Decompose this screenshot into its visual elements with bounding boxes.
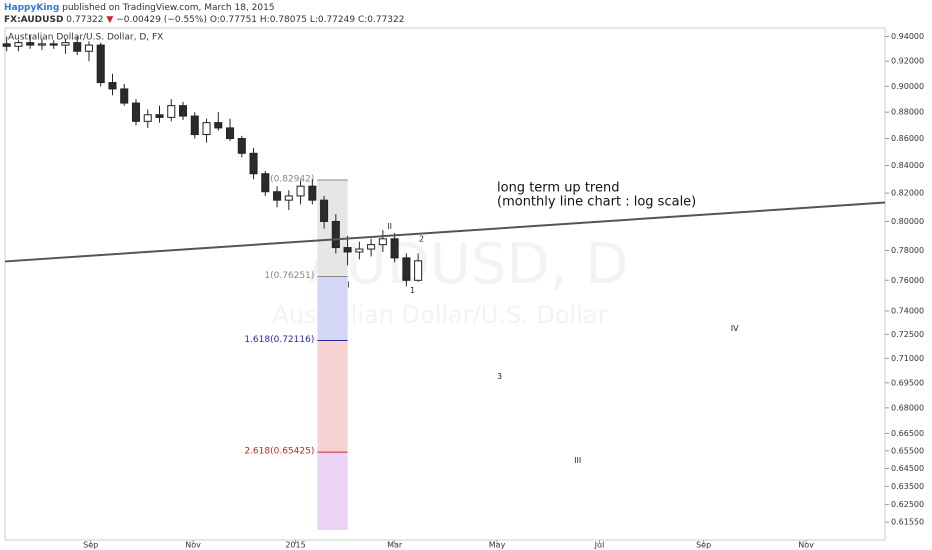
candle-body [2, 43, 11, 47]
y-tick-label: 0.63500 [891, 482, 924, 491]
open: O:0.77751 [210, 15, 257, 25]
candle-body [131, 102, 141, 122]
y-tick-label: 0.72500 [891, 330, 924, 339]
wave-label: III [574, 456, 581, 465]
header-line-1: HappyKing published on TradingView.com, … [4, 3, 275, 13]
watermark: AUDUSD, D [308, 232, 629, 297]
high: H:0.78075 [260, 15, 307, 25]
y-tick-label: 0.71000 [891, 354, 924, 363]
wave-label: IV [731, 324, 739, 333]
wave-label: 3 [497, 372, 502, 381]
candle-body [190, 115, 199, 136]
fib-label: 2.618(0.65425) [244, 447, 314, 457]
plot-border [4, 27, 886, 541]
y-tick-label: 0.65500 [891, 446, 924, 455]
y-tick-label: 0.90000 [891, 82, 924, 91]
candle-body [237, 138, 246, 154]
x-tick-label: Mar [387, 541, 403, 550]
y-tick-label: 0.64500 [891, 464, 924, 473]
trend-note: long term up trend [497, 181, 619, 196]
candle-body [73, 42, 82, 52]
candle-body [390, 238, 399, 259]
candle-body [343, 247, 352, 253]
candle-body [37, 43, 46, 46]
fib-zone [317, 340, 348, 453]
last: 0.77322 [66, 15, 103, 25]
wave-label: 1 [410, 286, 415, 295]
y-tick-label: 0.68000 [891, 403, 924, 412]
y-tick-label: 0.82000 [891, 189, 924, 198]
candle-body [367, 244, 376, 250]
y-tick-label: 0.66500 [891, 429, 924, 438]
fib-label: 1(0.82942) [264, 175, 314, 185]
candle-body [202, 122, 211, 136]
x-tick-label: Sep [83, 541, 98, 550]
low: L:0.77249 [310, 15, 356, 25]
trend-note: (monthly line chart : log scale) [497, 195, 696, 210]
wave-label: 2 [419, 234, 424, 243]
candle-body [249, 152, 258, 175]
trend-line [4, 201, 886, 263]
candle-body [308, 185, 317, 201]
y-tick-label: 0.69500 [891, 378, 924, 387]
y-tick-label: 0.61550 [891, 518, 924, 527]
y-tick-label: 0.76000 [891, 276, 924, 285]
x-tick-label: Nov [185, 541, 201, 550]
candle-body [178, 105, 188, 117]
chart-subtitle: Australian Dollar/U.S. Dollar, D, FX [8, 33, 163, 43]
y-tick-label: 0.80000 [891, 217, 924, 226]
y-tick-label: 0.86000 [891, 134, 924, 143]
change: −0.00429 (−0.55%) [116, 15, 207, 25]
fib-zone [317, 452, 348, 530]
fib-label: 1(0.76251) [264, 271, 314, 281]
x-tick-label: Sep [696, 541, 711, 550]
y-tick-label: 0.94000 [891, 32, 924, 41]
candle-body [96, 44, 105, 84]
author[interactable]: HappyKing [4, 3, 59, 13]
candle-body [296, 185, 305, 197]
x-tick-label: 2015 [285, 541, 305, 550]
y-tick-label: 0.88000 [891, 108, 924, 117]
candle-body [167, 105, 176, 118]
candle-body [331, 220, 340, 249]
candle-body [402, 257, 411, 281]
x-tick-label: Nov [798, 541, 814, 550]
arrow: ▼ [106, 15, 113, 25]
candle-body [378, 238, 387, 246]
candle-body [261, 173, 270, 193]
close: C:0.77322 [358, 15, 405, 25]
y-tick-label: 0.92000 [891, 57, 924, 66]
fib-label: 1.618(0.72116) [244, 335, 314, 345]
candle-body [414, 260, 423, 281]
y-tick-label: 0.62500 [891, 500, 924, 509]
candle-body [61, 42, 70, 46]
symbol: FX:AUDUSD [4, 15, 63, 25]
candle-body [284, 195, 293, 201]
wave-label: I [347, 280, 349, 289]
candle-body [143, 114, 152, 122]
candle-body [226, 127, 235, 140]
candle-body [26, 42, 35, 46]
candle-body [49, 43, 58, 46]
fib-zone [317, 276, 348, 341]
candle-body [355, 248, 364, 253]
candle-body [273, 191, 282, 201]
candle-body [84, 44, 93, 52]
x-tick-label: May [489, 541, 506, 550]
candle-body [155, 114, 164, 118]
candle-body [320, 199, 329, 222]
y-tick-label: 0.74000 [891, 306, 924, 315]
wave-label: II [387, 222, 392, 231]
x-tick-label: Jul [594, 541, 605, 550]
header-line-2: FX:AUDUSD 0.77322 ▼ −0.00429 (−0.55%) O:… [4, 15, 405, 25]
candle-body [108, 82, 117, 90]
candle-body [214, 122, 223, 129]
y-tick-label: 0.78000 [891, 246, 924, 255]
candle-body [120, 88, 129, 104]
candle-body [14, 42, 23, 47]
y-tick-label: 0.84000 [891, 161, 924, 170]
published: published on TradingView.com, March 18, … [62, 3, 274, 13]
